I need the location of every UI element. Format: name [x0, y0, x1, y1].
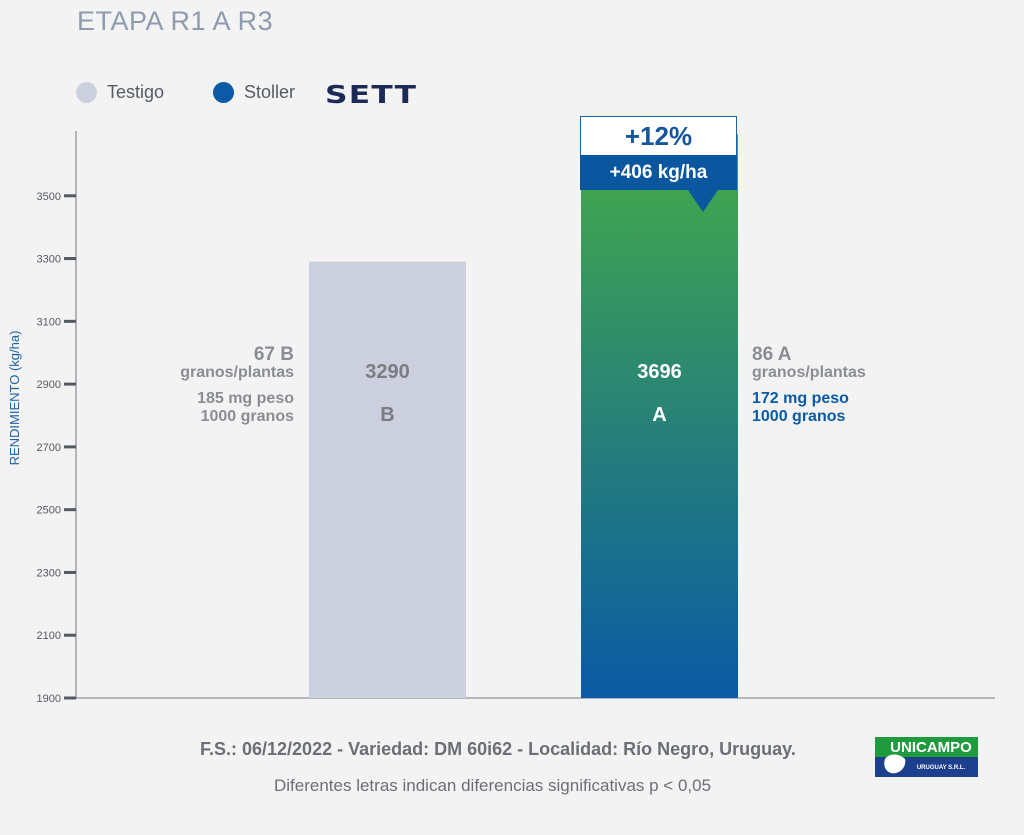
legend-label-stoller: Stoller [244, 82, 296, 102]
footer-info: F.S.: 06/12/2022 - Variedad: DM 60i62 - … [200, 739, 796, 759]
y-axis-label: RENDIMIENTO (kg/ha) [7, 331, 22, 466]
y-tick-label: 2700 [37, 442, 61, 454]
legend-swatch-stoller [213, 82, 234, 103]
annotation-testigo-weight: 185 mg peso [197, 390, 294, 407]
bar-significance-letter: A [652, 404, 666, 426]
annotation-stoller: 86 A granos/plantas 172 mg peso 1000 gra… [752, 344, 866, 426]
y-tick-label: 3100 [37, 316, 61, 328]
callout-arrow-icon [688, 190, 718, 212]
annotation-stoller-weight-unit: 1000 granos [752, 408, 846, 425]
increase-callout: +12% +406 kg/ha [580, 116, 737, 212]
callout-percent: +12% [580, 116, 737, 155]
footer-note: Diferentes letras indican diferencias si… [274, 776, 712, 795]
legend-item-testigo: Testigo [76, 82, 164, 103]
annotation-testigo: 67 B granos/plantas 185 mg peso 1000 gra… [180, 344, 294, 426]
bar-significance-letter: B [380, 404, 394, 426]
bar-value-label: 3696 [637, 361, 682, 383]
annotation-testigo-weight-unit: 1000 granos [200, 408, 294, 425]
y-axis: 1900 2100 2300 2500 2700 2900 3100 3300 3500 [37, 131, 995, 705]
y-tick-label: 2300 [37, 567, 61, 579]
callout-kg: +406 kg/ha [580, 155, 737, 190]
annotation-testigo-count: 67 B [253, 344, 294, 365]
bar-value-label: 3290 [365, 361, 410, 383]
annotation-stoller-count-unit: granos/plantas [752, 364, 866, 381]
chart-title: ETAPA R1 A R3 [77, 6, 274, 36]
y-tick-label: 2100 [37, 630, 61, 642]
bar-testigo [309, 261, 466, 698]
legend-swatch-testigo [76, 82, 97, 103]
y-tick-label: 1900 [37, 693, 61, 705]
unicampo-logo-subtext: URUGUAY S.R.L. [917, 765, 966, 771]
y-tick-label: 2500 [37, 505, 61, 517]
bar-stoller [581, 134, 738, 698]
annotation-stoller-weight: 172 mg peso [752, 390, 849, 407]
unicampo-logo-text: UNICAMPO [890, 739, 972, 756]
legend-label-testigo: Testigo [107, 82, 165, 102]
annotation-stoller-count: 86 A [752, 344, 792, 365]
y-tick-label: 2900 [37, 379, 61, 391]
annotation-testigo-count-unit: granos/plantas [180, 364, 294, 381]
legend-item-stoller: Stoller [213, 82, 295, 103]
bars: 3290 B 3696 A [309, 134, 738, 698]
y-tick-label: 3500 [37, 191, 61, 203]
unicampo-logo: UNICAMPO URUGUAY S.R.L. [875, 737, 978, 777]
y-tick-label: 3300 [37, 254, 61, 266]
sett-logo: SETT [325, 80, 418, 109]
